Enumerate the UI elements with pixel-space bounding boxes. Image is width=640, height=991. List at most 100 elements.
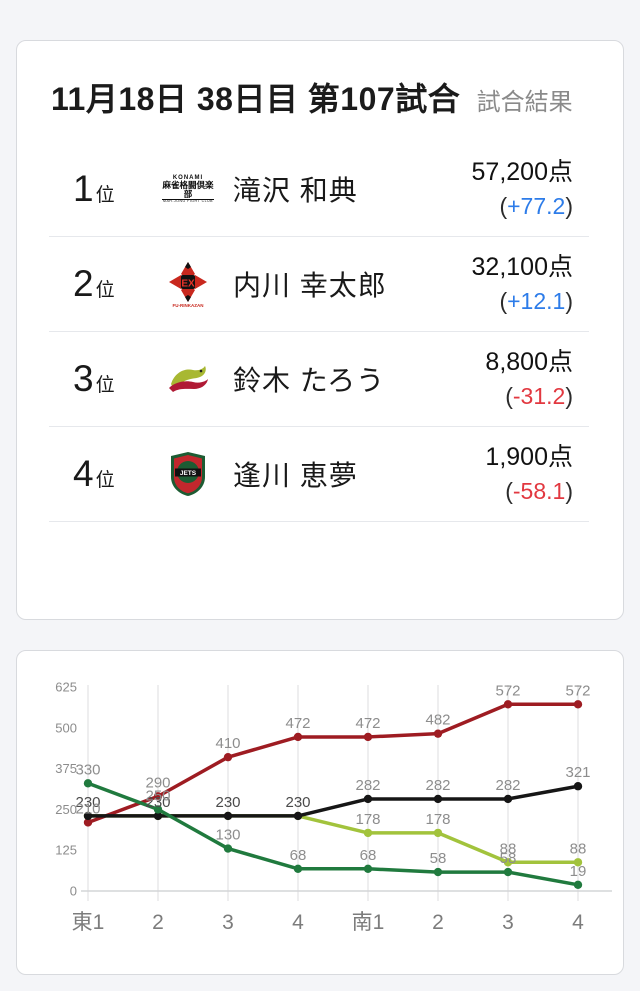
data-point (153, 792, 163, 801)
rank-badge: 3 位 (73, 358, 157, 400)
x-tick-label: 2 (152, 911, 164, 934)
score-unit: 点 (547, 158, 573, 186)
team-logo-ex-furinkazan: EX FU-RINKAZAN (157, 260, 219, 308)
data-point (363, 864, 373, 874)
data-point-label: 230 (215, 794, 240, 811)
x-tick-label: 南1 (352, 911, 385, 934)
svg-text:EX: EX (181, 279, 195, 290)
score-value: 1,900 (485, 443, 548, 471)
data-point-label: 88 (500, 840, 517, 857)
data-point-label: 482 (425, 712, 450, 729)
data-point (223, 811, 233, 821)
dragon-logo-icon (169, 366, 208, 392)
data-point-label: 250 (145, 787, 170, 804)
ranking-row-2: 2 位 EX FU-RINKAZAN (49, 237, 589, 332)
match-subtitle: 試合結果 (476, 89, 573, 116)
data-point (573, 880, 583, 889)
data-point (573, 700, 583, 709)
rank-number: 2 (73, 263, 94, 304)
data-point-label: 178 (355, 811, 380, 828)
data-point-label: 282 (355, 777, 380, 794)
y-tick-label: 0 (70, 884, 77, 899)
data-point (293, 864, 303, 874)
score-value: 8,800 (485, 348, 548, 376)
data-point-label: 410 (215, 735, 240, 752)
team-logo-konami-mahjong-fight-club: KONAMI 麻雀格闘倶楽部 MAH-JONG FIGHT CLUB (157, 175, 219, 204)
rank-badge: 1 位 (73, 168, 157, 210)
y-tick-label: 375 (55, 761, 77, 776)
x-tick-label: 3 (222, 911, 234, 934)
data-point (433, 729, 443, 738)
data-point (573, 858, 583, 867)
x-tick-label: 2 (432, 911, 444, 934)
data-point-label: 290 (145, 774, 170, 791)
score-progression-line-chart: 0 125 250 375 500 625 東1 2 3 4 南1 2 3 4 230 230 230 230 17… (55, 680, 612, 934)
data-point (433, 867, 443, 877)
score-delta: (+77.2) (499, 193, 573, 219)
rank-suffix: 位 (95, 375, 115, 396)
team-logo-dragon (157, 362, 219, 396)
konami-text-logo-icon: KONAMI 麻雀格闘倶楽部 MAH-JONG FIGHT CLUB (162, 174, 214, 203)
data-point-label: 230 (145, 794, 170, 811)
rank-number: 3 (73, 358, 94, 399)
data-point-label: 572 (495, 682, 520, 699)
data-point-label: 472 (285, 715, 310, 732)
data-point (153, 805, 163, 814)
data-point-label: 178 (425, 811, 450, 828)
data-point (293, 732, 303, 742)
x-tick-label: 4 (572, 911, 584, 934)
data-point-label: 68 (360, 847, 377, 864)
data-point-label: 210 (75, 800, 100, 817)
data-point-label: 330 (75, 761, 100, 778)
score-delta: (+12.1) (499, 288, 573, 314)
ex-caption: FU-RINKAZAN (173, 303, 204, 308)
y-tick-label: 125 (55, 843, 77, 858)
series-line-滝沢 和典 (87, 702, 578, 825)
data-point-label: 58 (430, 850, 447, 867)
rank-suffix: 位 (95, 280, 115, 301)
series-line-逢川 恵夢 (87, 781, 579, 887)
y-tick-label: 625 (55, 680, 77, 695)
player-name: 鈴木 たろう (233, 365, 386, 396)
rank-badge: 4 位 (73, 453, 157, 495)
score-cell: 1,900点 (-58.1) (485, 442, 589, 506)
data-point (433, 828, 443, 838)
jets-shield-logo-icon: JETS (171, 452, 205, 496)
data-point (293, 811, 303, 821)
data-point-label: 19 (570, 863, 587, 880)
data-point-label: 130 (215, 827, 240, 844)
data-point-label: 88 (570, 840, 587, 857)
player-name: 逢川 恵夢 (233, 460, 358, 491)
x-tick-label: 4 (292, 911, 304, 934)
data-point (503, 700, 513, 709)
data-point (363, 828, 373, 838)
score-progression-chart-card: 0 125 250 375 500 625 東1 2 3 4 南1 2 3 4 230 230 230 230 17… (16, 650, 624, 975)
score-unit: 点 (547, 443, 573, 471)
data-point (363, 794, 373, 804)
data-point-label: 282 (425, 777, 450, 794)
x-tick-label: 東1 (72, 911, 105, 934)
data-point-label: 282 (495, 777, 520, 794)
data-point (153, 811, 163, 821)
ranking-row-4: 4 位 JETS 逢川 恵夢 1,900点 (-58.1) (49, 427, 589, 522)
y-tick-label: 250 (55, 802, 77, 817)
rank-badge: 2 位 (73, 263, 157, 305)
x-tick-label: 3 (502, 911, 514, 934)
data-point (83, 818, 93, 827)
score-unit: 点 (547, 253, 573, 281)
score-value: 57,200 (471, 158, 548, 186)
match-title: 11月18日 38日目 第107試合 (51, 81, 461, 117)
data-point-label: 68 (290, 847, 307, 864)
data-point-label: 321 (565, 764, 590, 781)
data-point-label: 230 (285, 794, 310, 811)
jets-label: JETS (180, 470, 197, 477)
data-point (503, 794, 513, 804)
data-point (573, 782, 583, 791)
page-title: 11月18日 38日目 第107試合 試合結果 (51, 77, 589, 128)
score-cell: 8,800点 (-31.2) (485, 347, 589, 411)
team-logo-jets: JETS (157, 451, 219, 497)
data-point (503, 858, 513, 867)
data-point (223, 844, 233, 853)
data-point (83, 779, 93, 788)
score-unit: 点 (547, 348, 573, 376)
